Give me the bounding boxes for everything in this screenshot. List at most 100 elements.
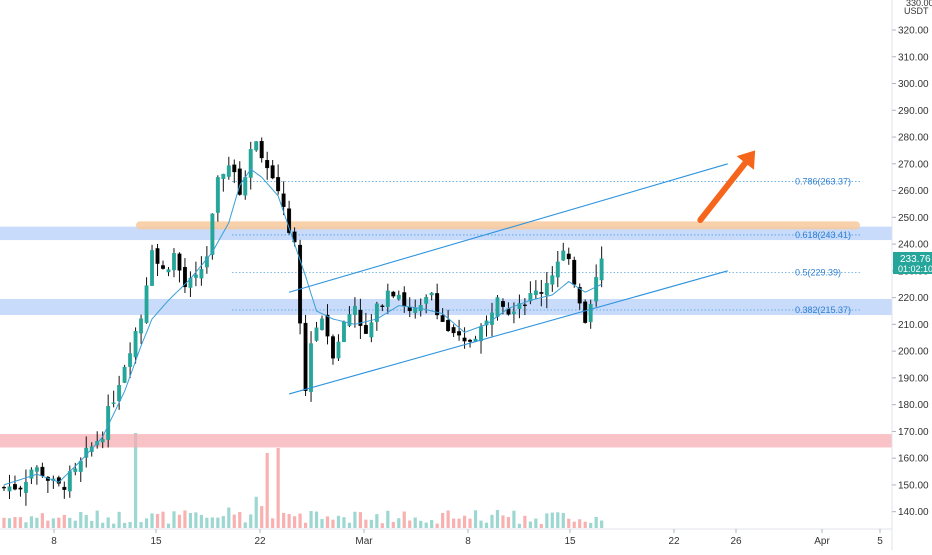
volume-bar xyxy=(265,453,269,528)
volume-bar xyxy=(446,510,450,528)
fib-level-label: 0.5(229.39) xyxy=(795,267,841,277)
candle-down xyxy=(62,486,67,490)
price-scale[interactable]: 320.00 310.00 300.00 290.00 280.00 270.00 260.… xyxy=(892,26,929,519)
time-tick-label: 8 xyxy=(465,536,471,547)
trend-channel[interactable] xyxy=(288,163,728,395)
candle-up xyxy=(314,327,319,341)
blue-zone xyxy=(0,298,892,315)
volume-bar xyxy=(424,522,428,528)
volume-bar xyxy=(523,515,527,528)
candle-up xyxy=(100,439,105,443)
candle-up xyxy=(172,253,176,271)
volume-pane xyxy=(2,433,604,528)
candle-up xyxy=(309,343,313,392)
volume-bar xyxy=(572,521,576,528)
price-tick-label: 270.00 xyxy=(898,159,929,170)
volume-bar xyxy=(205,517,209,528)
volume-bar xyxy=(325,516,330,528)
volume-bar xyxy=(68,517,72,528)
candle-up xyxy=(424,296,429,304)
candle-down xyxy=(522,304,527,306)
price-scale-currency: USDT xyxy=(904,6,929,16)
volume-bar xyxy=(199,514,203,528)
candle-down xyxy=(155,248,160,264)
volume-bar xyxy=(254,496,258,528)
candle-down xyxy=(232,164,237,173)
candle-down xyxy=(182,266,187,288)
volume-bar xyxy=(298,513,302,528)
volume-bar xyxy=(353,511,357,528)
candle-down xyxy=(331,336,335,359)
volume-bar xyxy=(155,513,160,528)
candle-up xyxy=(396,294,401,300)
candle-down xyxy=(2,486,6,489)
volume-bar xyxy=(117,511,121,528)
candle-down xyxy=(391,291,396,297)
volume-bar xyxy=(556,512,560,528)
volume-bar xyxy=(188,512,193,528)
candlestick-series xyxy=(2,137,604,506)
volume-bar xyxy=(112,523,116,528)
volume-bar xyxy=(309,511,313,528)
candle-up xyxy=(7,486,12,492)
price-tick-label: 280.00 xyxy=(898,133,929,144)
time-tick-label: 22 xyxy=(254,536,266,547)
volume-bar xyxy=(13,517,17,528)
volume-bar xyxy=(578,519,582,528)
time-scale[interactable]: 8 15 22 Mar 8 15 22 26 Apr 5 xyxy=(51,529,883,547)
volume-bar xyxy=(303,522,308,528)
volume-bar xyxy=(331,519,335,528)
candle-down xyxy=(402,292,407,307)
candle-up xyxy=(347,314,352,326)
volume-bar xyxy=(391,521,395,528)
volume-bar xyxy=(347,522,352,528)
volume-bar xyxy=(144,518,149,528)
candle-down xyxy=(572,259,577,285)
candle-up xyxy=(533,290,538,296)
volume-bar xyxy=(413,517,417,528)
candle-up xyxy=(594,277,599,302)
current-price-value: 233.76 xyxy=(900,254,931,265)
projection-arrow[interactable] xyxy=(697,150,756,223)
volume-bar xyxy=(567,518,571,528)
fib-level-label: 0.618(243.41) xyxy=(795,230,851,240)
volume-bar xyxy=(227,507,231,528)
time-tick-label: 22 xyxy=(668,536,680,547)
price-tick-label: 240.00 xyxy=(898,240,929,251)
volume-bar xyxy=(2,517,6,528)
orange-zone xyxy=(136,221,860,230)
volume-bar xyxy=(364,519,368,528)
candle-up xyxy=(555,261,560,278)
volume-bar xyxy=(600,520,604,528)
volume-bar xyxy=(517,523,522,528)
price-tick-label: 250.00 xyxy=(898,213,929,224)
volume-bar xyxy=(133,433,138,528)
volume-bar xyxy=(150,513,154,528)
candle-up xyxy=(511,311,516,315)
arrow-head xyxy=(736,150,756,170)
volume-bar xyxy=(589,522,593,528)
fib-level-label: 0.382(215.37) xyxy=(795,305,851,315)
fibonacci-retracement[interactable]: 0.786(263.37) 0.618(243.41) 0.5(229.39) 0.3… xyxy=(232,177,860,315)
candle-up xyxy=(215,177,220,213)
volume-bar xyxy=(73,520,77,528)
candle-up xyxy=(588,303,593,323)
volume-bar xyxy=(216,517,220,528)
candle-up xyxy=(106,405,111,440)
price-tick-label: 220.00 xyxy=(898,293,929,304)
volume-bar xyxy=(441,512,445,528)
arrow-shaft xyxy=(697,159,749,223)
price-tick-label: 300.00 xyxy=(898,79,929,90)
volume-bar xyxy=(501,515,505,528)
fib-level-label: 0.786(263.37) xyxy=(795,177,851,187)
candle-up xyxy=(188,277,193,288)
candle-up xyxy=(374,303,379,322)
volume-bar xyxy=(561,512,565,528)
time-tick-label: 15 xyxy=(150,536,162,547)
candle-down xyxy=(363,324,368,334)
moving-average-line xyxy=(3,168,602,486)
candle-up xyxy=(111,402,116,404)
candle-down xyxy=(270,165,275,179)
